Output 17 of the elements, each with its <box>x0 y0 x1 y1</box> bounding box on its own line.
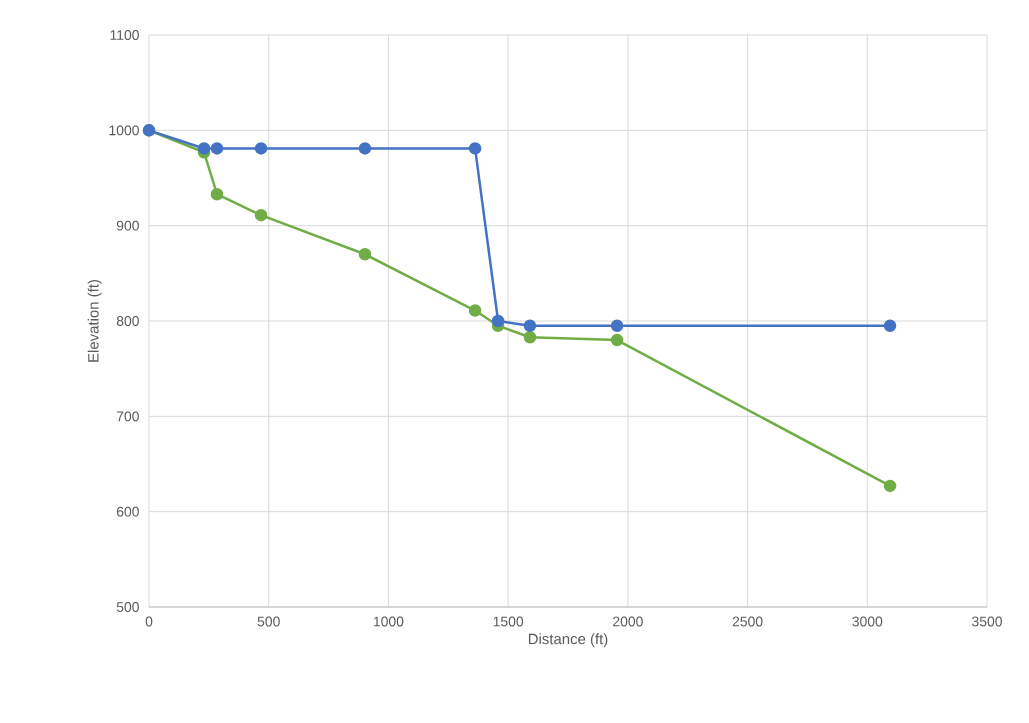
x-tick-label: 1500 <box>493 616 524 627</box>
y-tick-label: 500 <box>116 602 139 612</box>
y-tick-label: 800 <box>116 316 139 326</box>
x-tick-label: 2000 <box>613 616 643 627</box>
x-tick-label: 3000 <box>852 616 883 627</box>
y-tick-label: 600 <box>116 506 139 517</box>
y-tick-label: 1000 <box>109 125 139 136</box>
x-tick-label: 1000 <box>373 616 404 627</box>
y-axis-title: Elevation (ft) <box>87 280 102 362</box>
x-tick-label: 0 <box>145 616 153 627</box>
x-tick-label: 3500 <box>972 616 1002 627</box>
x-axis-title: Distance (ft) <box>528 633 608 648</box>
y-tick-label: 1100 <box>110 30 139 40</box>
x-tick-label: 2500 <box>732 616 763 627</box>
y-tick-label: 700 <box>116 411 139 422</box>
y-tick-label: 900 <box>116 220 139 231</box>
x-tick-label: 500 <box>257 616 280 627</box>
